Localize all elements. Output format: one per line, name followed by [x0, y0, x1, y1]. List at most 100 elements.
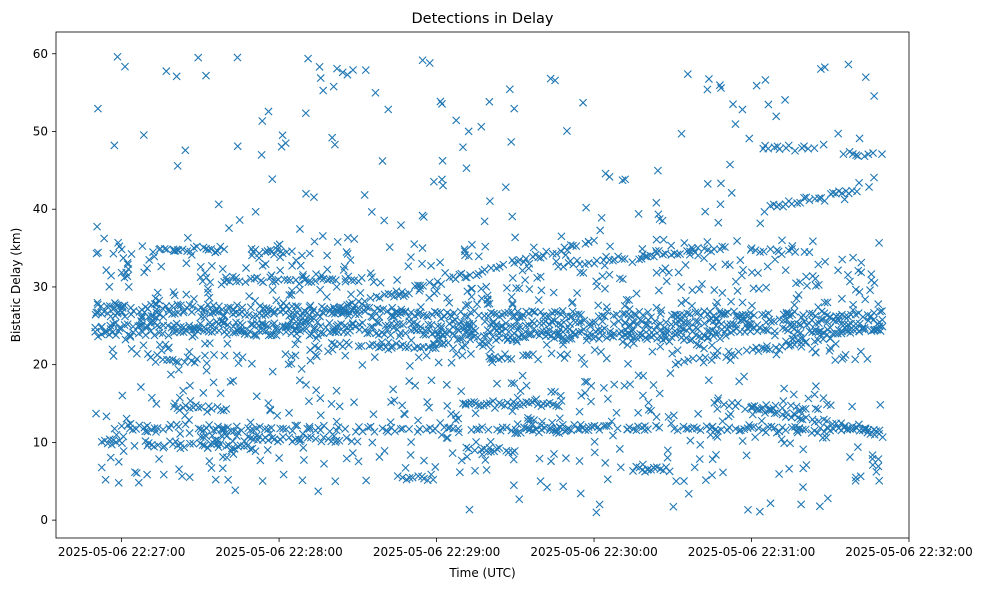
detection-marker — [311, 434, 320, 443]
detection-marker — [814, 303, 823, 312]
detection-marker — [716, 200, 725, 209]
detection-marker — [695, 341, 704, 350]
detection-marker — [657, 306, 666, 315]
detection-marker — [304, 54, 313, 63]
detection-marker — [665, 337, 674, 346]
detection-marker — [266, 429, 275, 438]
detection-marker — [416, 303, 425, 311]
detection-marker — [590, 346, 599, 355]
detection-marker — [450, 331, 459, 340]
detection-marker — [480, 217, 489, 226]
detection-marker — [185, 473, 194, 482]
detection-marker — [828, 188, 837, 197]
detection-marker — [682, 334, 691, 343]
detection-marker — [490, 352, 499, 361]
detection-marker — [681, 296, 690, 305]
detection-marker — [447, 358, 456, 367]
detection-marker — [175, 393, 184, 402]
detection-marker — [246, 274, 255, 283]
detection-marker — [607, 417, 616, 426]
detection-marker — [257, 150, 266, 159]
detection-marker — [609, 431, 618, 440]
detection-marker — [719, 468, 727, 477]
detection-marker — [575, 318, 584, 327]
detection-marker — [471, 409, 480, 418]
detection-marker — [617, 254, 626, 263]
detection-marker — [114, 478, 123, 487]
detection-marker — [613, 424, 622, 433]
detection-marker — [102, 302, 111, 311]
detection-marker — [781, 266, 790, 275]
detection-marker — [328, 345, 337, 354]
detection-marker — [662, 277, 671, 286]
detection-marker — [453, 324, 462, 333]
detection-marker — [548, 249, 557, 258]
detection-marker — [398, 424, 407, 433]
detection-marker — [562, 127, 571, 135]
detection-marker — [157, 262, 166, 271]
detection-marker — [213, 247, 222, 256]
detection-marker — [666, 369, 675, 378]
detection-marker — [478, 423, 487, 432]
detection-marker — [860, 152, 869, 161]
detection-marker — [686, 436, 695, 445]
detection-marker — [622, 295, 631, 304]
detection-marker — [405, 425, 414, 434]
detection-marker — [118, 439, 127, 448]
detection-marker — [579, 268, 588, 277]
detection-marker — [155, 340, 164, 349]
detection-marker — [213, 422, 222, 431]
detection-marker — [579, 98, 588, 107]
detection-marker — [500, 309, 509, 318]
detection-marker — [669, 411, 678, 420]
detection-marker — [181, 420, 190, 429]
detection-marker — [174, 358, 183, 367]
detection-marker — [316, 411, 325, 420]
detection-marker — [197, 312, 206, 321]
detection-marker — [775, 427, 784, 436]
detection-marker — [785, 464, 794, 473]
detection-marker — [362, 476, 371, 485]
detection-marker — [224, 303, 233, 312]
detection-marker — [694, 317, 703, 326]
detection-marker — [877, 307, 886, 316]
detection-marker — [91, 323, 100, 332]
detection-marker — [413, 320, 422, 329]
detection-marker — [759, 144, 768, 153]
detection-marker — [221, 273, 230, 282]
detection-marker — [805, 196, 814, 205]
detection-marker — [647, 332, 656, 341]
detection-marker — [298, 429, 307, 438]
detection-marker — [724, 347, 733, 356]
detection-marker — [188, 332, 197, 341]
detection-marker — [609, 320, 618, 329]
detection-marker — [772, 350, 781, 359]
detection-marker — [797, 338, 806, 347]
detection-marker — [735, 377, 744, 386]
detection-marker — [638, 460, 647, 469]
detection-marker — [550, 307, 559, 316]
detection-marker — [163, 355, 172, 364]
detection-marker — [296, 261, 305, 270]
detection-marker — [202, 273, 211, 282]
detection-marker — [508, 448, 517, 457]
detection-marker — [667, 419, 676, 428]
detection-marker — [868, 451, 877, 460]
detection-marker — [197, 403, 206, 412]
detection-marker — [316, 285, 325, 294]
detection-marker — [324, 347, 333, 356]
detection-marker — [770, 331, 779, 340]
detection-marker — [284, 360, 293, 369]
detection-marker — [406, 253, 415, 262]
detection-marker — [107, 440, 116, 449]
detection-marker — [137, 305, 146, 314]
detection-marker — [220, 351, 229, 360]
detection-marker — [266, 245, 275, 254]
detection-marker — [586, 319, 594, 328]
detection-marker — [482, 331, 491, 340]
detection-marker — [686, 309, 694, 318]
detection-marker — [691, 331, 700, 340]
detection-marker — [126, 419, 135, 428]
detection-marker — [625, 295, 634, 304]
